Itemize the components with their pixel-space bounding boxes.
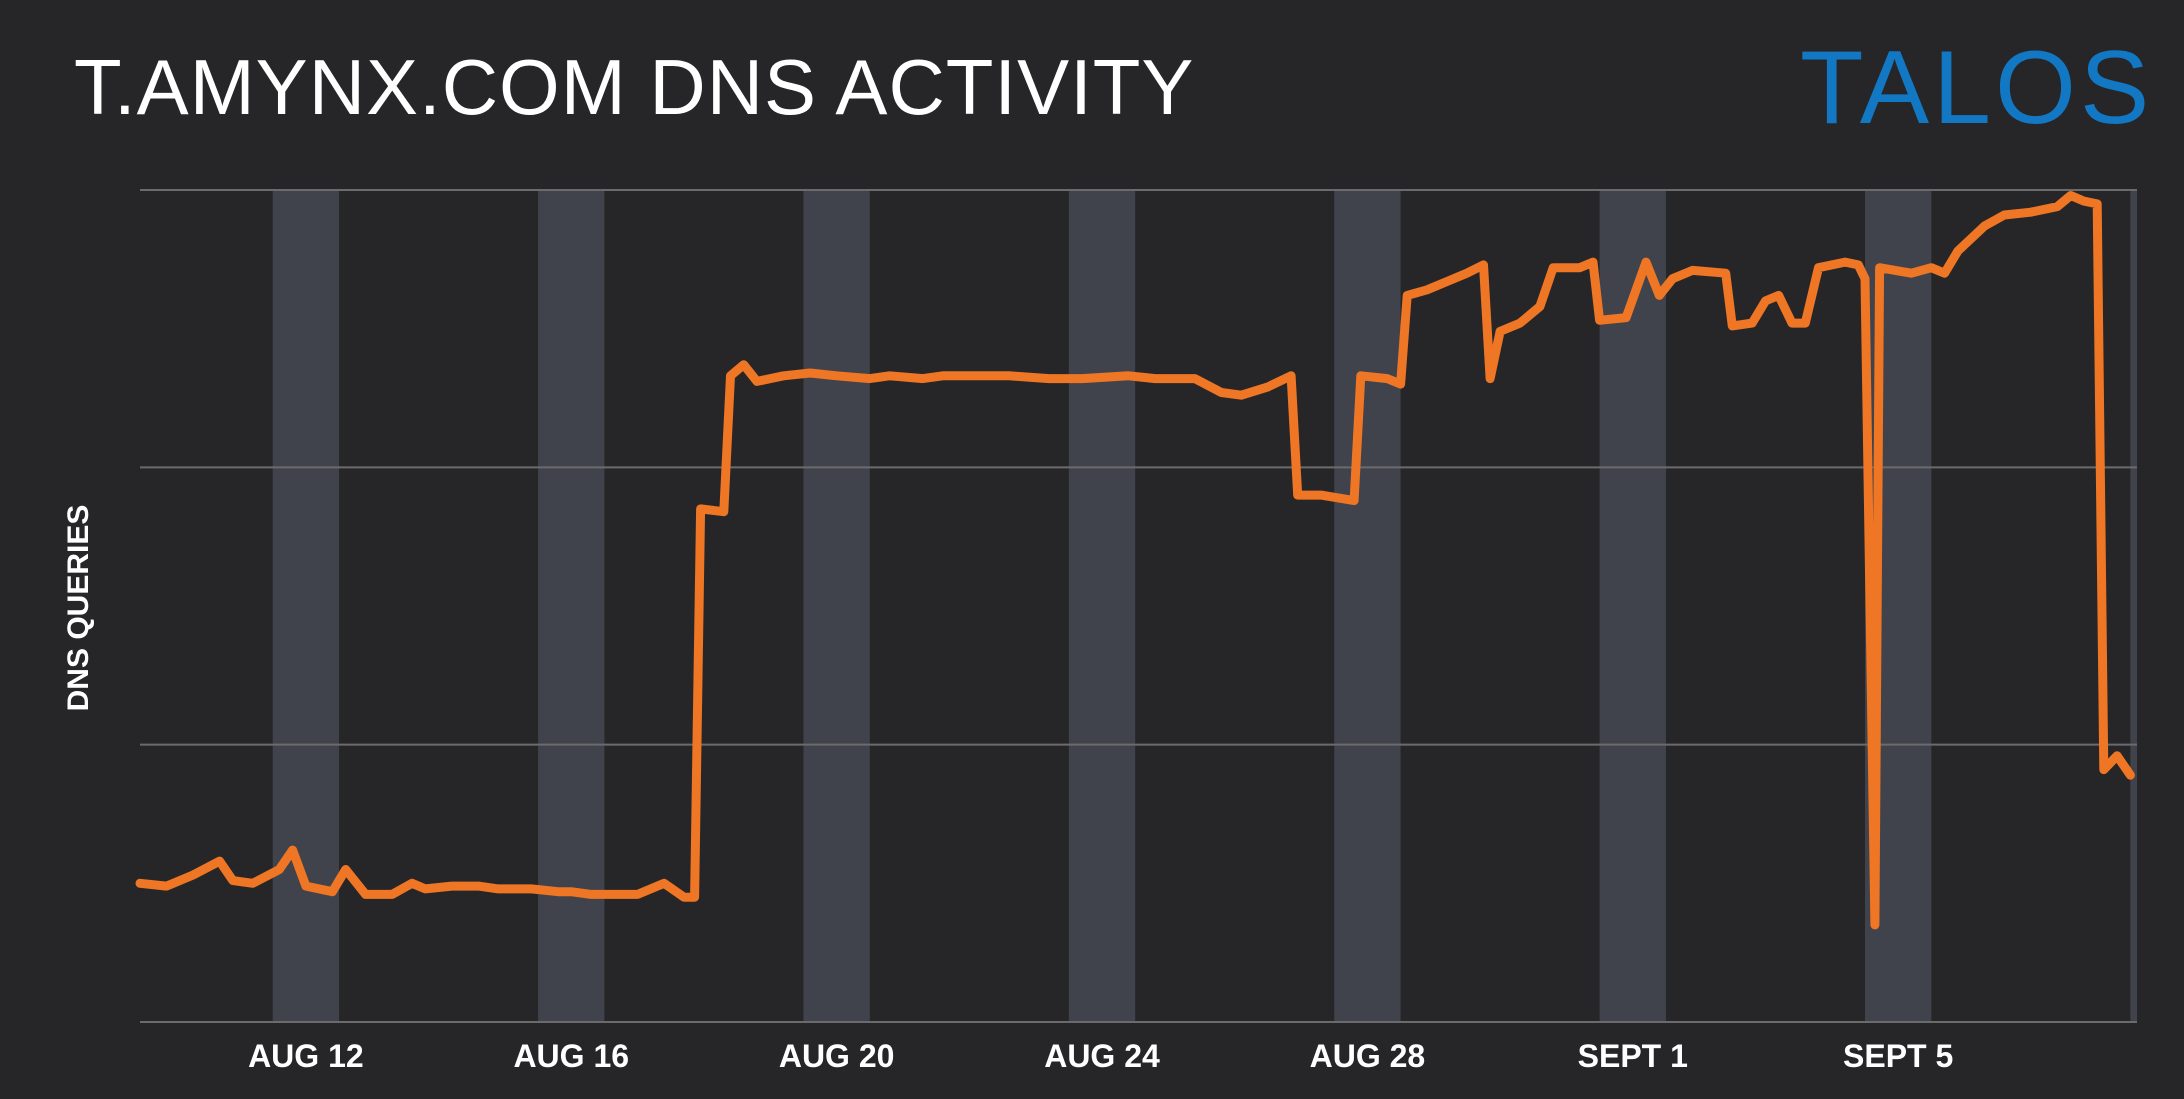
x-tick-label: AUG 12 bbox=[248, 1038, 364, 1074]
day-band-6 bbox=[1599, 190, 1666, 1022]
day-band-5 bbox=[1334, 190, 1401, 1022]
day-band-1 bbox=[272, 190, 340, 1022]
series-line-1 bbox=[135, 191, 2135, 930]
brand-name: TALOS bbox=[1800, 30, 2154, 146]
day-bands bbox=[272, 190, 2137, 1022]
x-tick-label: AUG 20 bbox=[779, 1038, 895, 1074]
day-band-2 bbox=[538, 190, 605, 1022]
x-tick-label: AUG 16 bbox=[513, 1038, 629, 1074]
x-tick-label: SEPT 5 bbox=[1843, 1038, 1953, 1074]
x-tick-label: SEPT 1 bbox=[1578, 1038, 1688, 1074]
series-layer bbox=[135, 191, 2135, 930]
day-band-3 bbox=[803, 190, 870, 1022]
x-tick-label: AUG 28 bbox=[1310, 1038, 1426, 1074]
x-tick-label: AUG 24 bbox=[1044, 1038, 1160, 1074]
x-axis-ticks: AUG 12 AUG 16 AUG 20 AUG 24 AUG 28 SEPT 1 SEPT… bbox=[248, 1038, 1953, 1074]
day-band-4 bbox=[1068, 190, 1136, 1022]
chart-title: T.AMYNX.COM DNS ACTIVITY bbox=[74, 43, 1195, 131]
day-band-edge bbox=[2130, 190, 2137, 1022]
gridlines bbox=[140, 189, 2137, 1023]
talos-logo: TALOS bbox=[1800, 36, 2149, 140]
